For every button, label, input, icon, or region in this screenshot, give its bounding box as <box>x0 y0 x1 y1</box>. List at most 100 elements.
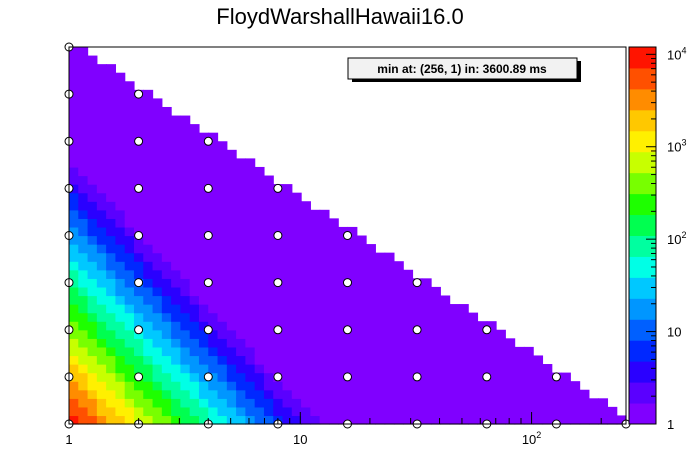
heat-cell <box>115 381 126 391</box>
heat-cell <box>96 321 107 331</box>
heat-cell <box>69 72 79 82</box>
heat-cell <box>143 201 154 211</box>
heat-cell <box>180 244 191 254</box>
heat-cell <box>412 304 423 314</box>
heat-cell <box>226 406 237 417</box>
heat-cell <box>180 338 191 348</box>
heat-cell <box>171 406 181 417</box>
heat-cell <box>161 209 172 219</box>
heat-cell <box>106 89 117 100</box>
heat-cell <box>393 364 404 374</box>
heat-cell <box>468 312 479 322</box>
heat-cell <box>375 329 386 339</box>
heat-cell <box>366 312 376 322</box>
heat-cell <box>319 346 330 357</box>
heat-cell <box>514 406 525 417</box>
heat-cell <box>449 398 460 408</box>
heat-cell <box>579 398 590 408</box>
heat-cell <box>366 346 376 357</box>
heat-cell <box>180 346 191 357</box>
heat-cell <box>310 278 321 288</box>
heat-cell <box>356 261 367 271</box>
heat-cell <box>301 398 311 408</box>
heat-cell <box>189 304 200 314</box>
heat-cell <box>533 406 544 417</box>
heat-cell <box>198 149 209 159</box>
heat-cell <box>403 398 414 408</box>
heat-cell <box>161 226 172 237</box>
heat-cell <box>291 346 302 357</box>
heat-cell <box>496 372 506 382</box>
heat-cell <box>245 346 256 357</box>
heat-cell <box>96 201 107 211</box>
heat-cell <box>106 98 117 108</box>
heat-cell <box>217 149 228 159</box>
heat-cell <box>421 321 432 331</box>
heat-cell <box>161 338 172 348</box>
heat-cell <box>328 244 339 254</box>
heat-cell <box>301 295 311 305</box>
heat-cell <box>171 269 181 279</box>
heat-cell <box>449 364 460 374</box>
heat-cell <box>143 389 154 399</box>
heat-cell <box>468 381 479 391</box>
heat-cell <box>198 175 209 185</box>
heat-cell <box>468 372 479 382</box>
heat-cell <box>189 338 200 348</box>
heat-cell <box>301 312 311 322</box>
heat-cell <box>403 355 414 365</box>
heat-cell <box>319 261 330 271</box>
heat-cell <box>106 415 117 425</box>
heat-cell <box>180 329 191 339</box>
heat-cell <box>263 312 274 322</box>
heat-cell <box>189 312 200 322</box>
heat-cell <box>226 158 237 168</box>
heat-cell <box>310 364 321 374</box>
heat-cell <box>338 312 349 322</box>
heat-cell <box>477 364 488 374</box>
heat-cell <box>486 364 497 374</box>
heat-cell <box>87 192 98 202</box>
heat-cell <box>87 304 98 314</box>
heat-cell <box>96 338 107 348</box>
heat-cell <box>366 398 376 408</box>
heat-cell <box>245 312 256 322</box>
heat-cell <box>598 406 609 417</box>
heat-cell <box>217 406 228 417</box>
heat-cell <box>69 355 79 365</box>
heat-cell <box>69 192 79 202</box>
heat-cell <box>124 261 135 271</box>
heat-cell <box>226 166 237 177</box>
heat-cell <box>161 364 172 374</box>
heat-cell <box>106 175 117 185</box>
heat-cell <box>236 364 246 374</box>
heat-cell <box>236 226 246 237</box>
heat-cell <box>208 209 219 219</box>
heat-cell <box>254 389 265 399</box>
heat-cell <box>347 252 358 262</box>
heat-cell <box>87 201 98 211</box>
heat-cell <box>458 398 469 408</box>
data-point <box>134 372 144 382</box>
heat-cell <box>245 389 256 399</box>
heat-cell <box>124 226 135 237</box>
heat-cell <box>291 406 302 417</box>
heat-cell <box>347 269 358 279</box>
heat-cell <box>273 201 284 211</box>
heat-cell <box>570 389 581 399</box>
heat-cell <box>338 226 349 237</box>
heat-cell <box>115 304 126 314</box>
heat-cell <box>180 132 191 142</box>
heat-cell <box>328 346 339 357</box>
heat-cell <box>412 381 423 391</box>
heat-cell <box>291 286 302 297</box>
heat-cell <box>152 338 163 348</box>
heat-cell <box>440 304 451 314</box>
heat-cell <box>115 406 126 417</box>
heat-cell <box>133 304 144 314</box>
heat-cell <box>301 372 311 382</box>
heat-cell <box>171 201 181 211</box>
heat-cell <box>291 304 302 314</box>
heat-cell <box>310 406 321 417</box>
heat-cell <box>245 261 256 271</box>
